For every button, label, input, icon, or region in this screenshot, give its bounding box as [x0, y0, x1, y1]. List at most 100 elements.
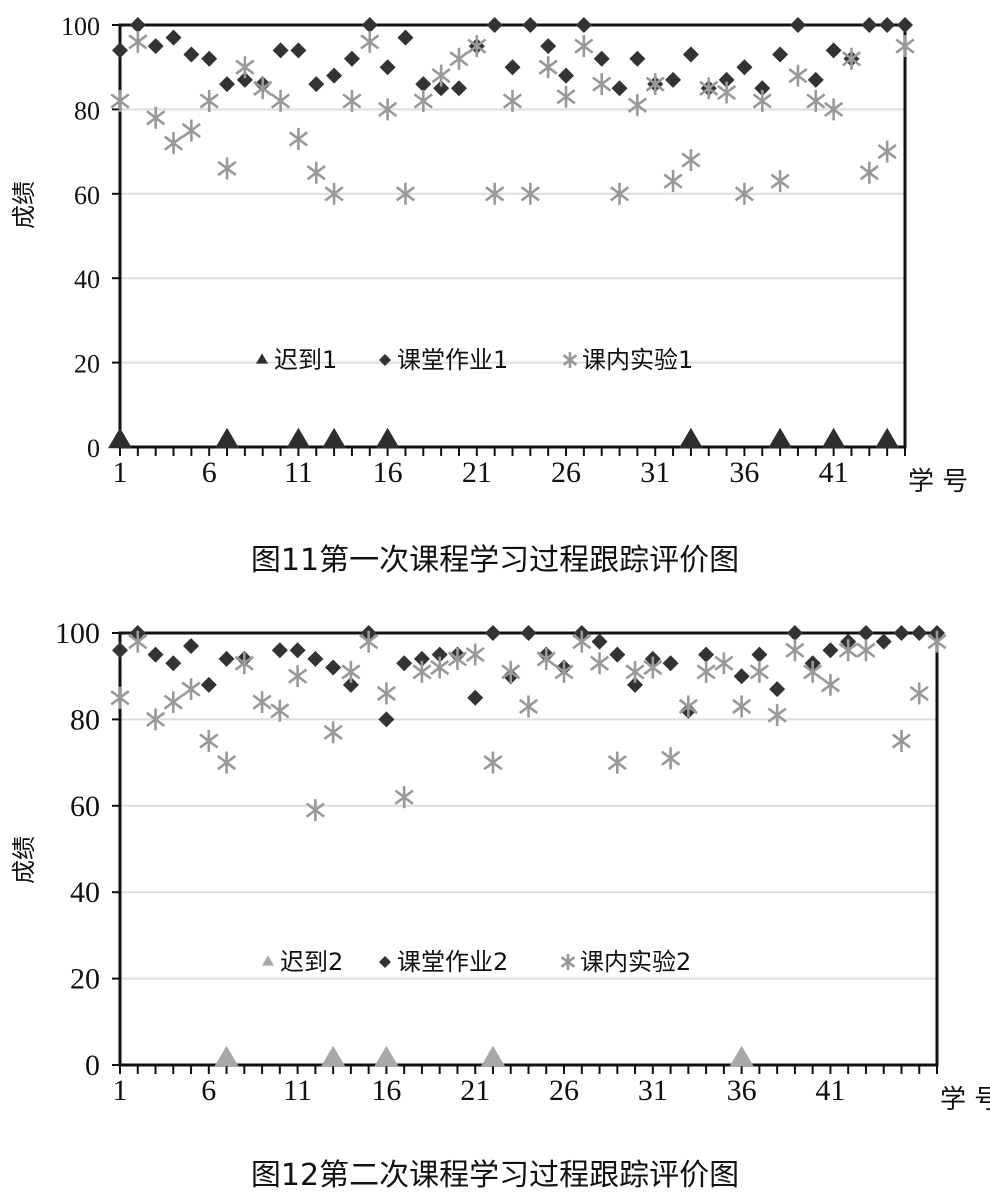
- data-point: [895, 35, 915, 58]
- legend-marker-triangle: [256, 353, 268, 364]
- data-point: [875, 633, 892, 650]
- data-point: [467, 35, 487, 58]
- star-stroke: [395, 186, 416, 202]
- data-point: [820, 673, 841, 696]
- data-point: [825, 42, 842, 59]
- data-point: [772, 46, 789, 63]
- y-tick-label: 40: [74, 265, 100, 294]
- data-point: [112, 642, 128, 659]
- data-point: [271, 642, 288, 659]
- data-point: [483, 751, 503, 774]
- star-stroke: [376, 685, 396, 702]
- x-tick-label: 6: [201, 1074, 216, 1107]
- data-point: [575, 17, 592, 33]
- x-tick-label: 26: [549, 1074, 579, 1107]
- data-point: [342, 89, 362, 112]
- data-point: [413, 650, 430, 667]
- star-stroke: [592, 76, 612, 92]
- star-stroke: [562, 354, 578, 366]
- star-stroke: [859, 165, 879, 181]
- series-diamond: [112, 625, 945, 728]
- data-point: [374, 1045, 399, 1067]
- data-point: [504, 59, 521, 76]
- star-stroke: [717, 84, 737, 101]
- data-point: [289, 642, 306, 659]
- star-stroke: [574, 38, 594, 54]
- data-point: [732, 695, 752, 718]
- star-stroke: [538, 59, 558, 75]
- data-point: [343, 50, 360, 67]
- data-point: [520, 625, 537, 641]
- x-tick-label: 16: [373, 456, 403, 489]
- data-point: [785, 639, 805, 662]
- legend-label: 课内实验1: [582, 346, 693, 374]
- data-point: [450, 80, 467, 97]
- data-point: [857, 625, 874, 641]
- data-point: [717, 81, 737, 104]
- x-tick-label: 26: [551, 456, 581, 489]
- star-stroke: [270, 93, 291, 109]
- y-tick-label: 80: [74, 96, 100, 125]
- star-stroke: [431, 68, 451, 84]
- y-tick-label: 80: [70, 703, 100, 736]
- data-point: [290, 42, 307, 59]
- legend-label: 迟到1: [274, 346, 337, 374]
- data-point: [270, 89, 291, 112]
- x-tick-label: 41: [819, 456, 849, 489]
- data-point: [682, 46, 699, 63]
- x-tick-label: 41: [815, 1074, 845, 1107]
- data-point: [754, 80, 771, 97]
- data-point: [714, 652, 734, 675]
- y-tick-label: 0: [85, 1049, 100, 1082]
- data-point: [112, 42, 128, 59]
- data-point: [431, 64, 451, 87]
- data-point: [803, 660, 823, 683]
- data-point: [128, 30, 148, 53]
- data-point: [288, 665, 308, 688]
- data-point: [306, 161, 326, 184]
- data-point: [729, 1045, 754, 1067]
- star-stroke: [767, 707, 787, 723]
- data-point: [433, 80, 450, 97]
- star-stroke: [520, 186, 540, 202]
- data-point: [807, 71, 824, 88]
- star-stroke: [163, 694, 183, 710]
- data-point: [625, 660, 645, 683]
- data-point: [662, 655, 679, 672]
- y-tick-label: 0: [87, 434, 100, 463]
- data-point: [696, 660, 716, 683]
- data-point: [769, 681, 786, 698]
- data-point: [607, 751, 627, 774]
- star-stroke: [589, 655, 610, 671]
- data-point: [217, 157, 237, 180]
- x-tick-label: 11: [283, 1074, 312, 1107]
- y-tick-label: 100: [55, 617, 100, 650]
- star-stroke: [360, 34, 380, 50]
- star-stroke: [485, 186, 505, 202]
- star-stroke: [465, 646, 485, 663]
- star-stroke: [572, 633, 592, 650]
- data-point: [397, 29, 414, 46]
- data-point: [467, 689, 484, 706]
- star-stroke: [714, 655, 734, 671]
- data-point: [200, 676, 217, 693]
- star-stroke: [824, 101, 844, 118]
- star-stroke: [288, 131, 308, 147]
- star-stroke: [909, 685, 929, 702]
- star-stroke: [681, 152, 701, 168]
- data-point: [788, 64, 808, 87]
- star-stroke: [449, 51, 469, 67]
- data-point: [286, 427, 311, 449]
- star-stroke: [788, 68, 808, 84]
- data-point: [751, 646, 768, 663]
- data-point: [253, 77, 273, 100]
- data-point: [412, 660, 432, 683]
- star-stroke: [536, 651, 556, 667]
- star-stroke: [253, 80, 273, 96]
- star-stroke: [145, 711, 166, 728]
- x-tick-label: 21: [460, 1074, 490, 1107]
- star-stroke: [430, 659, 450, 676]
- data-point: [395, 182, 416, 205]
- star-stroke: [803, 664, 823, 680]
